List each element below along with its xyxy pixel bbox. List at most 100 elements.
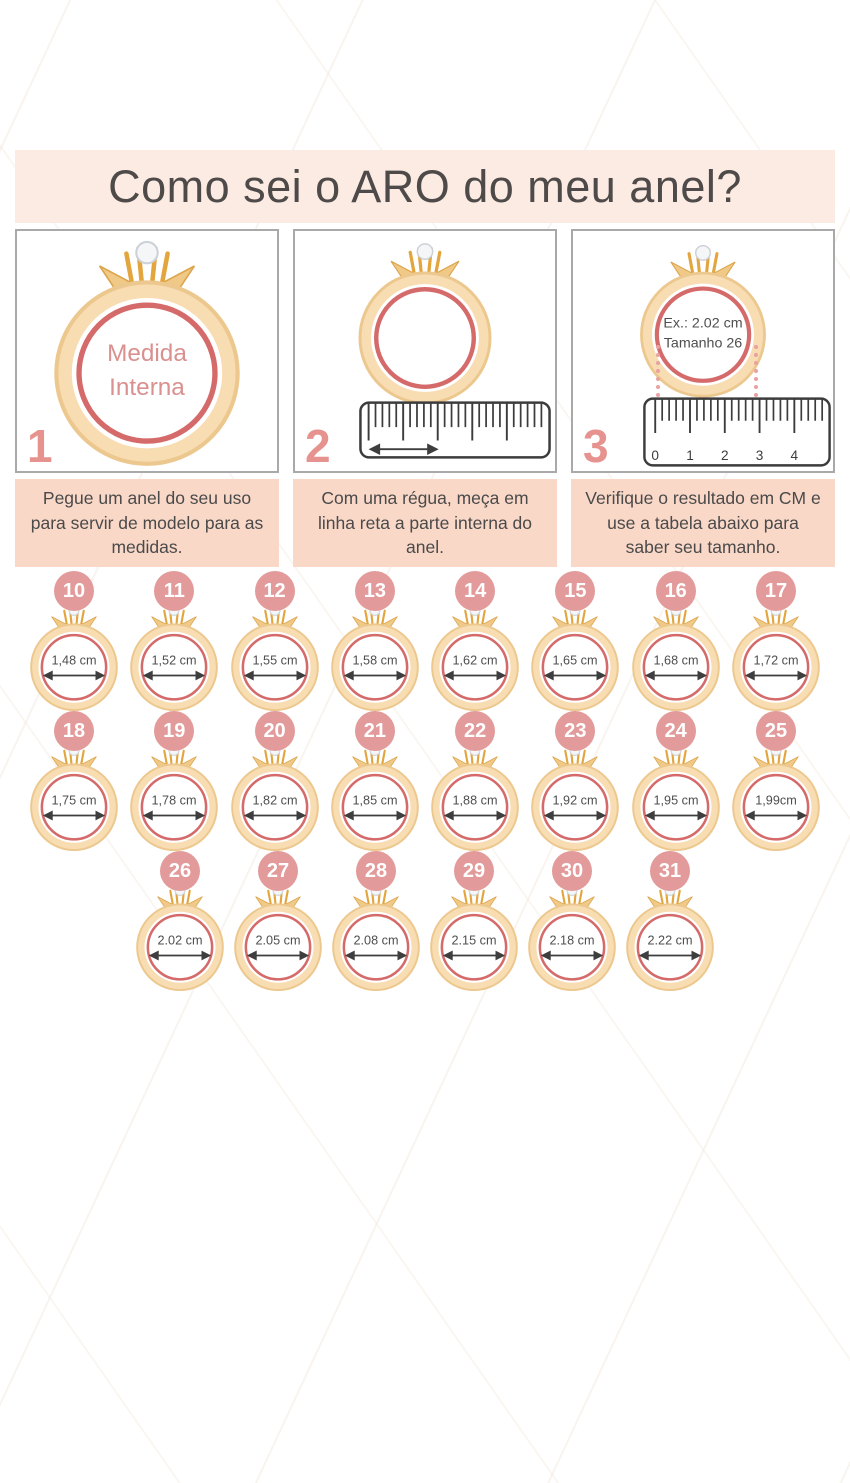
ring-size-item: 10 1,48 cm xyxy=(25,571,123,712)
ruler-number-1: 1 xyxy=(686,448,694,463)
ring-size-item: 26 2.02 cm xyxy=(131,851,229,992)
ring-size-item: 18 1,75 cm xyxy=(25,711,123,852)
ring-icon: 1,99cm xyxy=(732,744,820,852)
ring-icon: 1,92 cm xyxy=(531,744,620,852)
measure-label: 1,62 cm xyxy=(453,653,498,667)
ring-size-item: 24 1,95 cm xyxy=(627,711,725,852)
ring-size-item: 20 1,82 cm xyxy=(226,711,324,852)
ring-size-item: 17 1,72 cm xyxy=(727,571,825,712)
size-badge: 12 xyxy=(254,571,295,611)
measure-label: 1,65 cm xyxy=(553,653,598,667)
ring-size-item: 28 2.08 cm xyxy=(327,851,425,992)
ring-size-item: 19 1,78 cm xyxy=(125,711,223,852)
size-row-1: 10 1,48 cm 11 1,52 cm 12 xyxy=(25,571,825,712)
ring-size-item: 25 1,99cm xyxy=(727,711,825,852)
ring-icon: 2.22 cm xyxy=(626,884,714,992)
size-badge: 25 xyxy=(755,711,796,751)
ring-medida-interna-icon: Medida Interna xyxy=(54,240,240,466)
ring-inner-circle xyxy=(146,913,214,981)
measure-label: 1,55 cm xyxy=(252,653,297,667)
ring-inner-circle xyxy=(342,913,410,981)
ruler-number-2: 2 xyxy=(721,448,729,463)
measure-label: 1,48 cm xyxy=(52,653,97,667)
diamond-icon xyxy=(135,240,159,265)
size-badge: 16 xyxy=(655,571,696,611)
example-line2: Tamanho 26 xyxy=(664,335,743,351)
size-badge: 18 xyxy=(54,711,94,751)
size-badge: 29 xyxy=(454,851,494,891)
ring-icon: 1,82 cm xyxy=(230,744,319,852)
size-badge: 10 xyxy=(54,571,94,611)
measure-label: 2.08 cm xyxy=(354,933,399,947)
ring-size-item: 21 1,85 cm xyxy=(326,711,424,852)
ring-icon: 1,55 cm xyxy=(230,604,319,712)
ring-icon: 1,85 cm xyxy=(331,744,419,852)
ring-size-item: 27 2.05 cm xyxy=(229,851,327,992)
ring-inner-circle xyxy=(374,287,476,390)
medida-label-line2: Interna xyxy=(109,374,185,401)
step-caption-3: Verifique o resultado em CM e use a tabe… xyxy=(571,479,835,567)
ring-icon: 1,75 cm xyxy=(30,744,118,852)
size-badge: 21 xyxy=(354,711,395,751)
ring-inner-circle xyxy=(441,633,509,701)
ring-icon: 1,48 cm xyxy=(30,604,118,712)
ring-icon: 1,62 cm xyxy=(431,604,519,712)
ring-icon xyxy=(358,243,492,405)
size-badge: 17 xyxy=(755,571,796,611)
ring-inner-circle xyxy=(654,286,752,383)
ring-icon: 1,65 cm xyxy=(531,604,620,712)
ring-inner-circle xyxy=(538,913,606,981)
size-badge: 28 xyxy=(356,851,396,891)
ruler-numbered-icon: 0 1 2 3 4 xyxy=(643,397,831,467)
ruler-number-0: 0 xyxy=(651,448,659,463)
measure-label: 1,72 cm xyxy=(753,653,798,667)
size-badge: 24 xyxy=(655,711,696,751)
size-badge: 22 xyxy=(455,711,496,751)
size-badge: 30 xyxy=(552,851,592,891)
ring-size-item: 22 1,88 cm xyxy=(426,711,524,852)
size-badge: 19 xyxy=(154,711,195,751)
ring-size-item: 15 1,65 cm xyxy=(526,571,624,712)
size-badge: 11 xyxy=(154,571,195,611)
size-badge: 27 xyxy=(258,851,298,891)
measure-label: 1,58 cm xyxy=(352,653,397,667)
ring-icon: 1,95 cm xyxy=(631,744,720,852)
dotted-guide-right xyxy=(754,345,758,397)
step-number-3: 3 xyxy=(583,420,609,472)
measure-label: 1,85 cm xyxy=(352,793,397,807)
measure-label: 2.05 cm xyxy=(256,933,301,947)
ring-icon: 1,52 cm xyxy=(130,604,219,712)
measure-label: 1,99cm xyxy=(755,793,796,807)
page-title: Como sei o ARO do meu anel? xyxy=(108,160,742,212)
size-badge: 20 xyxy=(254,711,295,751)
measure-label: 1,88 cm xyxy=(453,793,498,807)
step-caption-2: Com uma régua, meça em linha reta a part… xyxy=(293,479,557,567)
ring-icon: 1,68 cm xyxy=(631,604,720,712)
diamond-icon xyxy=(695,244,711,261)
size-badge: 15 xyxy=(555,571,596,611)
ring-inner-circle xyxy=(542,773,609,841)
ring-size-item: 30 2.18 cm xyxy=(523,851,621,992)
step-caption-1: Pegue um anel do seu uso para servir de … xyxy=(15,479,279,567)
ring-inner-circle xyxy=(244,913,312,981)
measure-label: 1,82 cm xyxy=(252,793,297,807)
ring-inner-circle xyxy=(642,633,710,701)
measure-label: 1,92 cm xyxy=(553,793,598,807)
ring-example-icon: Ex.: 2.02 cm Tamanho 26 xyxy=(640,244,766,398)
ring-inner-circle xyxy=(40,633,108,701)
ring-icon: 2.15 cm xyxy=(430,884,518,992)
ring-inner-circle xyxy=(241,633,308,701)
measure-label: 1,78 cm xyxy=(152,793,197,807)
step-captions: Pegue um anel do seu uso para servir de … xyxy=(15,479,835,567)
size-table: 10 1,48 cm 11 1,52 cm 12 xyxy=(25,571,825,992)
measure-label: 1,52 cm xyxy=(152,653,197,667)
ring-icon: 1,72 cm xyxy=(732,604,820,712)
infographic-root: Como sei o ARO do meu anel? Medida Inter… xyxy=(0,150,850,992)
measure-label: 2.22 cm xyxy=(648,933,693,947)
measure-label: 2.18 cm xyxy=(550,933,595,947)
step-panel-1: Medida Interna 1 xyxy=(15,229,279,473)
ring-icon: 1,88 cm xyxy=(431,744,519,852)
measure-label: 1,95 cm xyxy=(653,793,698,807)
ring-size-item: 29 2.15 cm xyxy=(425,851,523,992)
ring-inner-circle xyxy=(742,633,810,701)
